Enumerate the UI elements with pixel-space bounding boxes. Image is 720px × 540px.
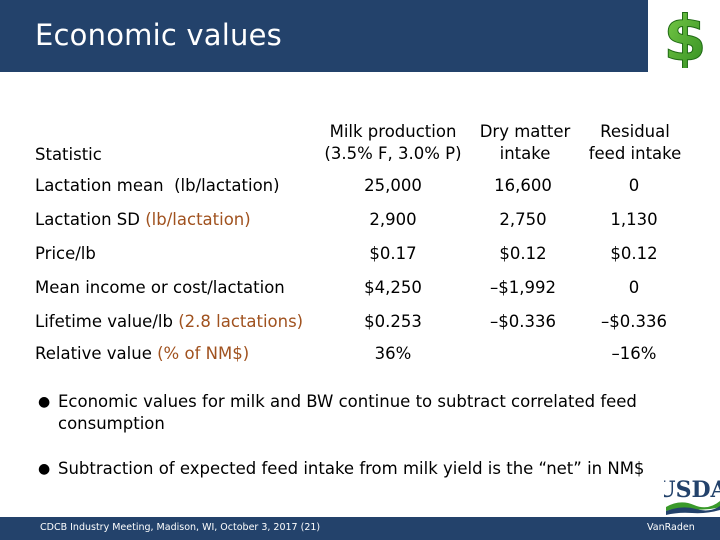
bullet-dot-icon: ● [38,394,51,410]
milk-value: $0.17 [369,244,417,263]
row-label-text: Mean income or cost/lactation [35,278,285,297]
header-milk: Milk production (3.5% F, 3.0% P) [318,121,468,165]
usda-logo-text: USDA [664,477,720,503]
bullet-text: Subtraction of expected feed intake from… [58,459,645,478]
slide-title: Economic values [35,18,282,52]
row-label-text: Lifetime value/lb [35,312,173,331]
dmi-value: –$0.336 [490,312,556,331]
footer-bar [0,517,720,540]
milk-value: 36% [374,344,412,363]
bullet-item: ● Subtraction of expected feed intake fr… [36,458,718,480]
header-rfi-line1: Residual [600,122,670,141]
dmi-value: –$1,992 [490,278,556,297]
rfi-value: 0 [628,278,640,297]
row-label: Lifetime value/lb (2.8 lactations) [35,311,303,333]
row-label-unit: (lb/lactation) [145,210,251,229]
header-dmi-line1: Dry matter [479,122,571,141]
rfi-value: 0 [628,176,640,195]
row-label: Lactation SD (lb/lactation) [35,209,251,231]
rfi-value: –16% [611,344,657,363]
rfi-value: –$0.336 [601,312,667,331]
milk-value: 25,000 [364,176,422,195]
footer-author: VanRaden [647,522,695,533]
milk-value: $0.253 [364,312,422,331]
row-label: Mean income or cost/lactation [35,277,285,299]
bullet-dot-icon: ● [38,461,51,477]
header-statistic: Statistic [35,145,102,164]
header-dmi-line2: intake [499,144,551,163]
bullet-text: Economic values for milk and BW continue… [58,392,637,433]
milk-value: $4,250 [364,278,422,297]
row-label-text: Lactation mean [35,176,164,195]
header-rfi-line2: feed intake [588,144,682,163]
header-rfi: Residual feed intake [580,121,690,165]
header-milk-line1: Milk production [329,122,457,141]
header-milk-line2: (3.5% F, 3.0% P) [324,144,462,163]
row-label: Price/lb [35,243,96,265]
dollar-sign-icon: $ [663,4,707,68]
svg-text:$: $ [663,4,706,68]
row-label: Relative value (% of NM$) [35,343,249,365]
row-label-unit: (2.8 lactations) [178,312,304,331]
row-label-unit: (% of NM$) [157,344,250,363]
footer-meeting-info: CDCB Industry Meeting, Madison, WI, Octo… [40,522,321,533]
usda-logo: USDA [664,477,720,515]
row-label: Lactation mean (lb/lactation) [35,175,280,197]
dmi-value: 2,750 [499,210,547,229]
bullet-item: ● Economic values for milk and BW contin… [36,391,708,435]
row-label-text: Relative value [35,344,152,363]
title-bar [0,0,648,72]
dmi-value: 16,600 [494,176,552,195]
rfi-value: 1,130 [610,210,658,229]
dmi-value: $0.12 [499,244,547,263]
rfi-value: $0.12 [610,244,658,263]
milk-value: 2,900 [369,210,417,229]
row-label-text: Lactation SD [35,210,140,229]
header-dmi: Dry matter intake [470,121,580,165]
row-label-text: Price/lb [35,244,96,263]
row-label-unit: (lb/lactation) [174,176,280,195]
